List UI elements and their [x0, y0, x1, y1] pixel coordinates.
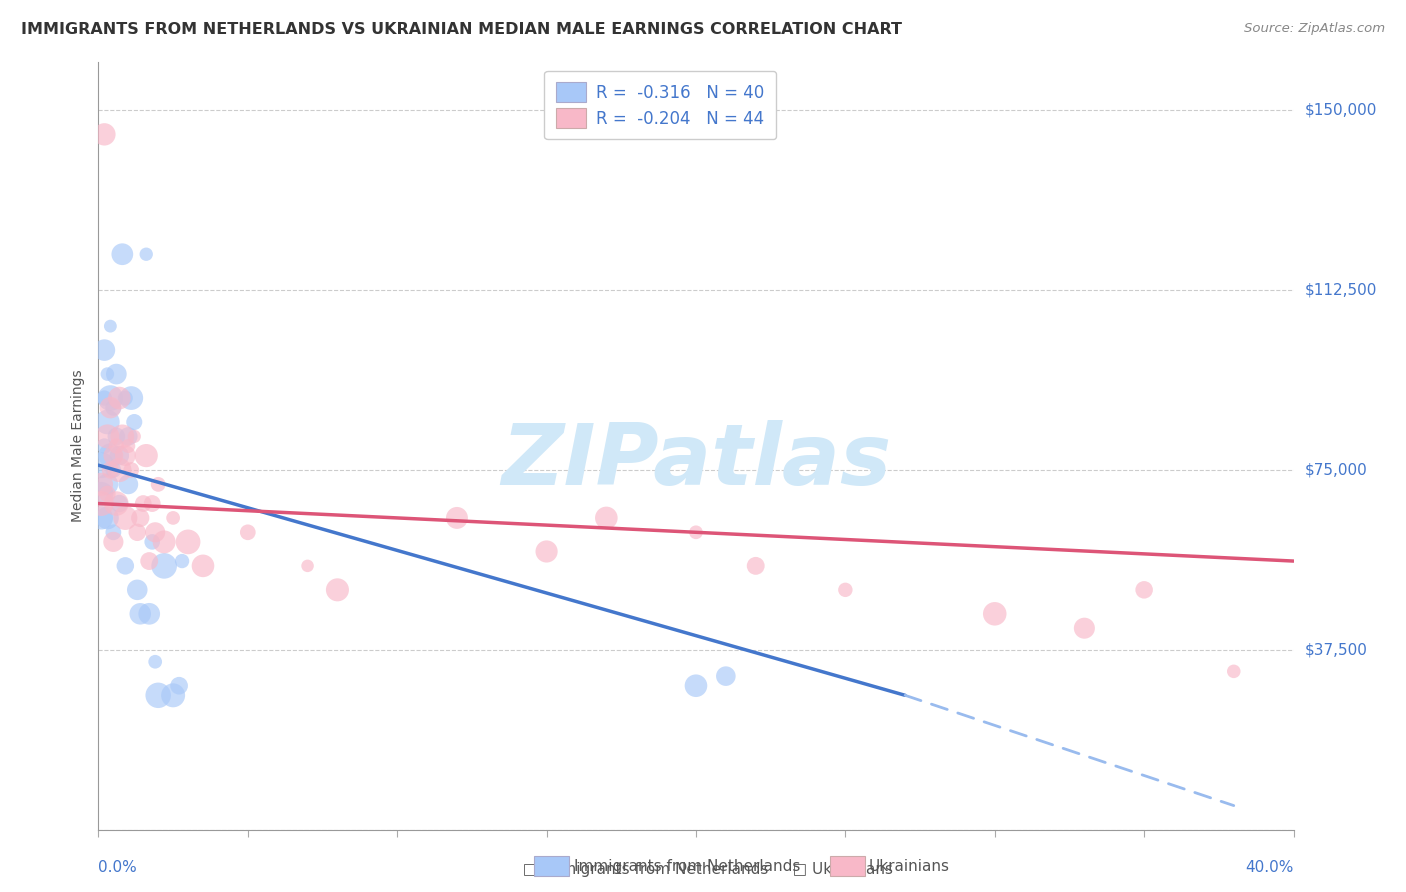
Point [595, 511, 617, 525]
Point [834, 582, 856, 597]
Point [108, 496, 131, 510]
Point [93, 343, 115, 357]
Point [685, 679, 707, 693]
Y-axis label: Median Male Earnings: Median Male Earnings [70, 369, 84, 523]
Point [148, 477, 170, 491]
Point [141, 496, 163, 510]
Point [96, 367, 118, 381]
Point [685, 525, 707, 540]
Point [191, 558, 214, 573]
Point [127, 525, 149, 540]
Point [114, 391, 136, 405]
Point [117, 429, 139, 443]
Point [236, 525, 259, 540]
Point [98, 319, 122, 334]
Point [114, 558, 136, 573]
Point [297, 558, 319, 573]
Text: 0.0%: 0.0% [98, 860, 138, 875]
Text: $75,000: $75,000 [1305, 462, 1368, 477]
Text: Immigrants from Netherlands: Immigrants from Netherlands [574, 859, 800, 873]
Text: ZIPatlas: ZIPatlas [501, 420, 891, 503]
Point [120, 463, 142, 477]
Point [96, 511, 118, 525]
Point [117, 439, 139, 453]
Text: $150,000: $150,000 [1305, 103, 1376, 118]
Point [90, 496, 112, 510]
Point [148, 689, 170, 703]
Point [114, 449, 136, 463]
Point [132, 496, 155, 510]
Point [536, 544, 558, 558]
Point [93, 391, 115, 405]
Point [127, 582, 149, 597]
Text: $37,500: $37,500 [1305, 642, 1368, 657]
Point [93, 128, 115, 142]
Point [1223, 665, 1246, 679]
Point [114, 511, 136, 525]
Point [124, 415, 146, 429]
Point [103, 401, 125, 415]
Point [105, 429, 128, 443]
Text: Ukrainians: Ukrainians [869, 859, 950, 873]
Point [162, 689, 184, 703]
Point [96, 487, 118, 501]
Point [108, 449, 131, 463]
Legend: R =  -0.316   N = 40, R =  -0.204   N = 44: R = -0.316 N = 40, R = -0.204 N = 44 [544, 70, 776, 139]
Point [103, 534, 125, 549]
Point [153, 558, 176, 573]
Point [162, 511, 184, 525]
Text: □ Immigrants from Netherlands     □ Ukrainians: □ Immigrants from Netherlands □ Ukrainia… [513, 863, 893, 877]
Point [745, 558, 768, 573]
Text: IMMIGRANTS FROM NETHERLANDS VS UKRAINIAN MEDIAN MALE EARNINGS CORRELATION CHART: IMMIGRANTS FROM NETHERLANDS VS UKRAINIAN… [21, 22, 903, 37]
Point [111, 429, 134, 443]
Point [105, 439, 128, 453]
Point [177, 534, 200, 549]
Point [105, 367, 128, 381]
Text: Source: ZipAtlas.com: Source: ZipAtlas.com [1244, 22, 1385, 36]
Point [714, 669, 737, 683]
Point [153, 534, 176, 549]
Text: 40.0%: 40.0% [1246, 860, 1294, 875]
Point [98, 391, 122, 405]
Point [93, 439, 115, 453]
Point [326, 582, 349, 597]
Point [103, 525, 125, 540]
Point [129, 511, 152, 525]
Point [96, 429, 118, 443]
Point [1133, 582, 1156, 597]
Point [143, 525, 166, 540]
Point [135, 449, 157, 463]
Point [143, 655, 166, 669]
Point [120, 391, 142, 405]
Point [167, 679, 190, 693]
Point [90, 458, 112, 473]
Point [124, 429, 146, 443]
Point [108, 391, 131, 405]
Point [90, 487, 112, 501]
Point [172, 554, 194, 568]
Point [98, 463, 122, 477]
Point [90, 511, 112, 525]
Point [103, 463, 125, 477]
Point [138, 607, 160, 621]
Point [90, 477, 112, 491]
Point [108, 463, 131, 477]
Point [96, 477, 118, 491]
Text: $112,500: $112,500 [1305, 283, 1376, 298]
Point [141, 534, 163, 549]
Point [98, 401, 122, 415]
Point [138, 554, 160, 568]
Point [1073, 621, 1095, 635]
Point [111, 247, 134, 261]
Point [446, 511, 468, 525]
Point [105, 496, 128, 510]
Point [96, 415, 118, 429]
Point [117, 477, 139, 491]
Point [98, 449, 122, 463]
Point [135, 247, 157, 261]
Point [103, 449, 125, 463]
Point [129, 607, 152, 621]
Point [984, 607, 1007, 621]
